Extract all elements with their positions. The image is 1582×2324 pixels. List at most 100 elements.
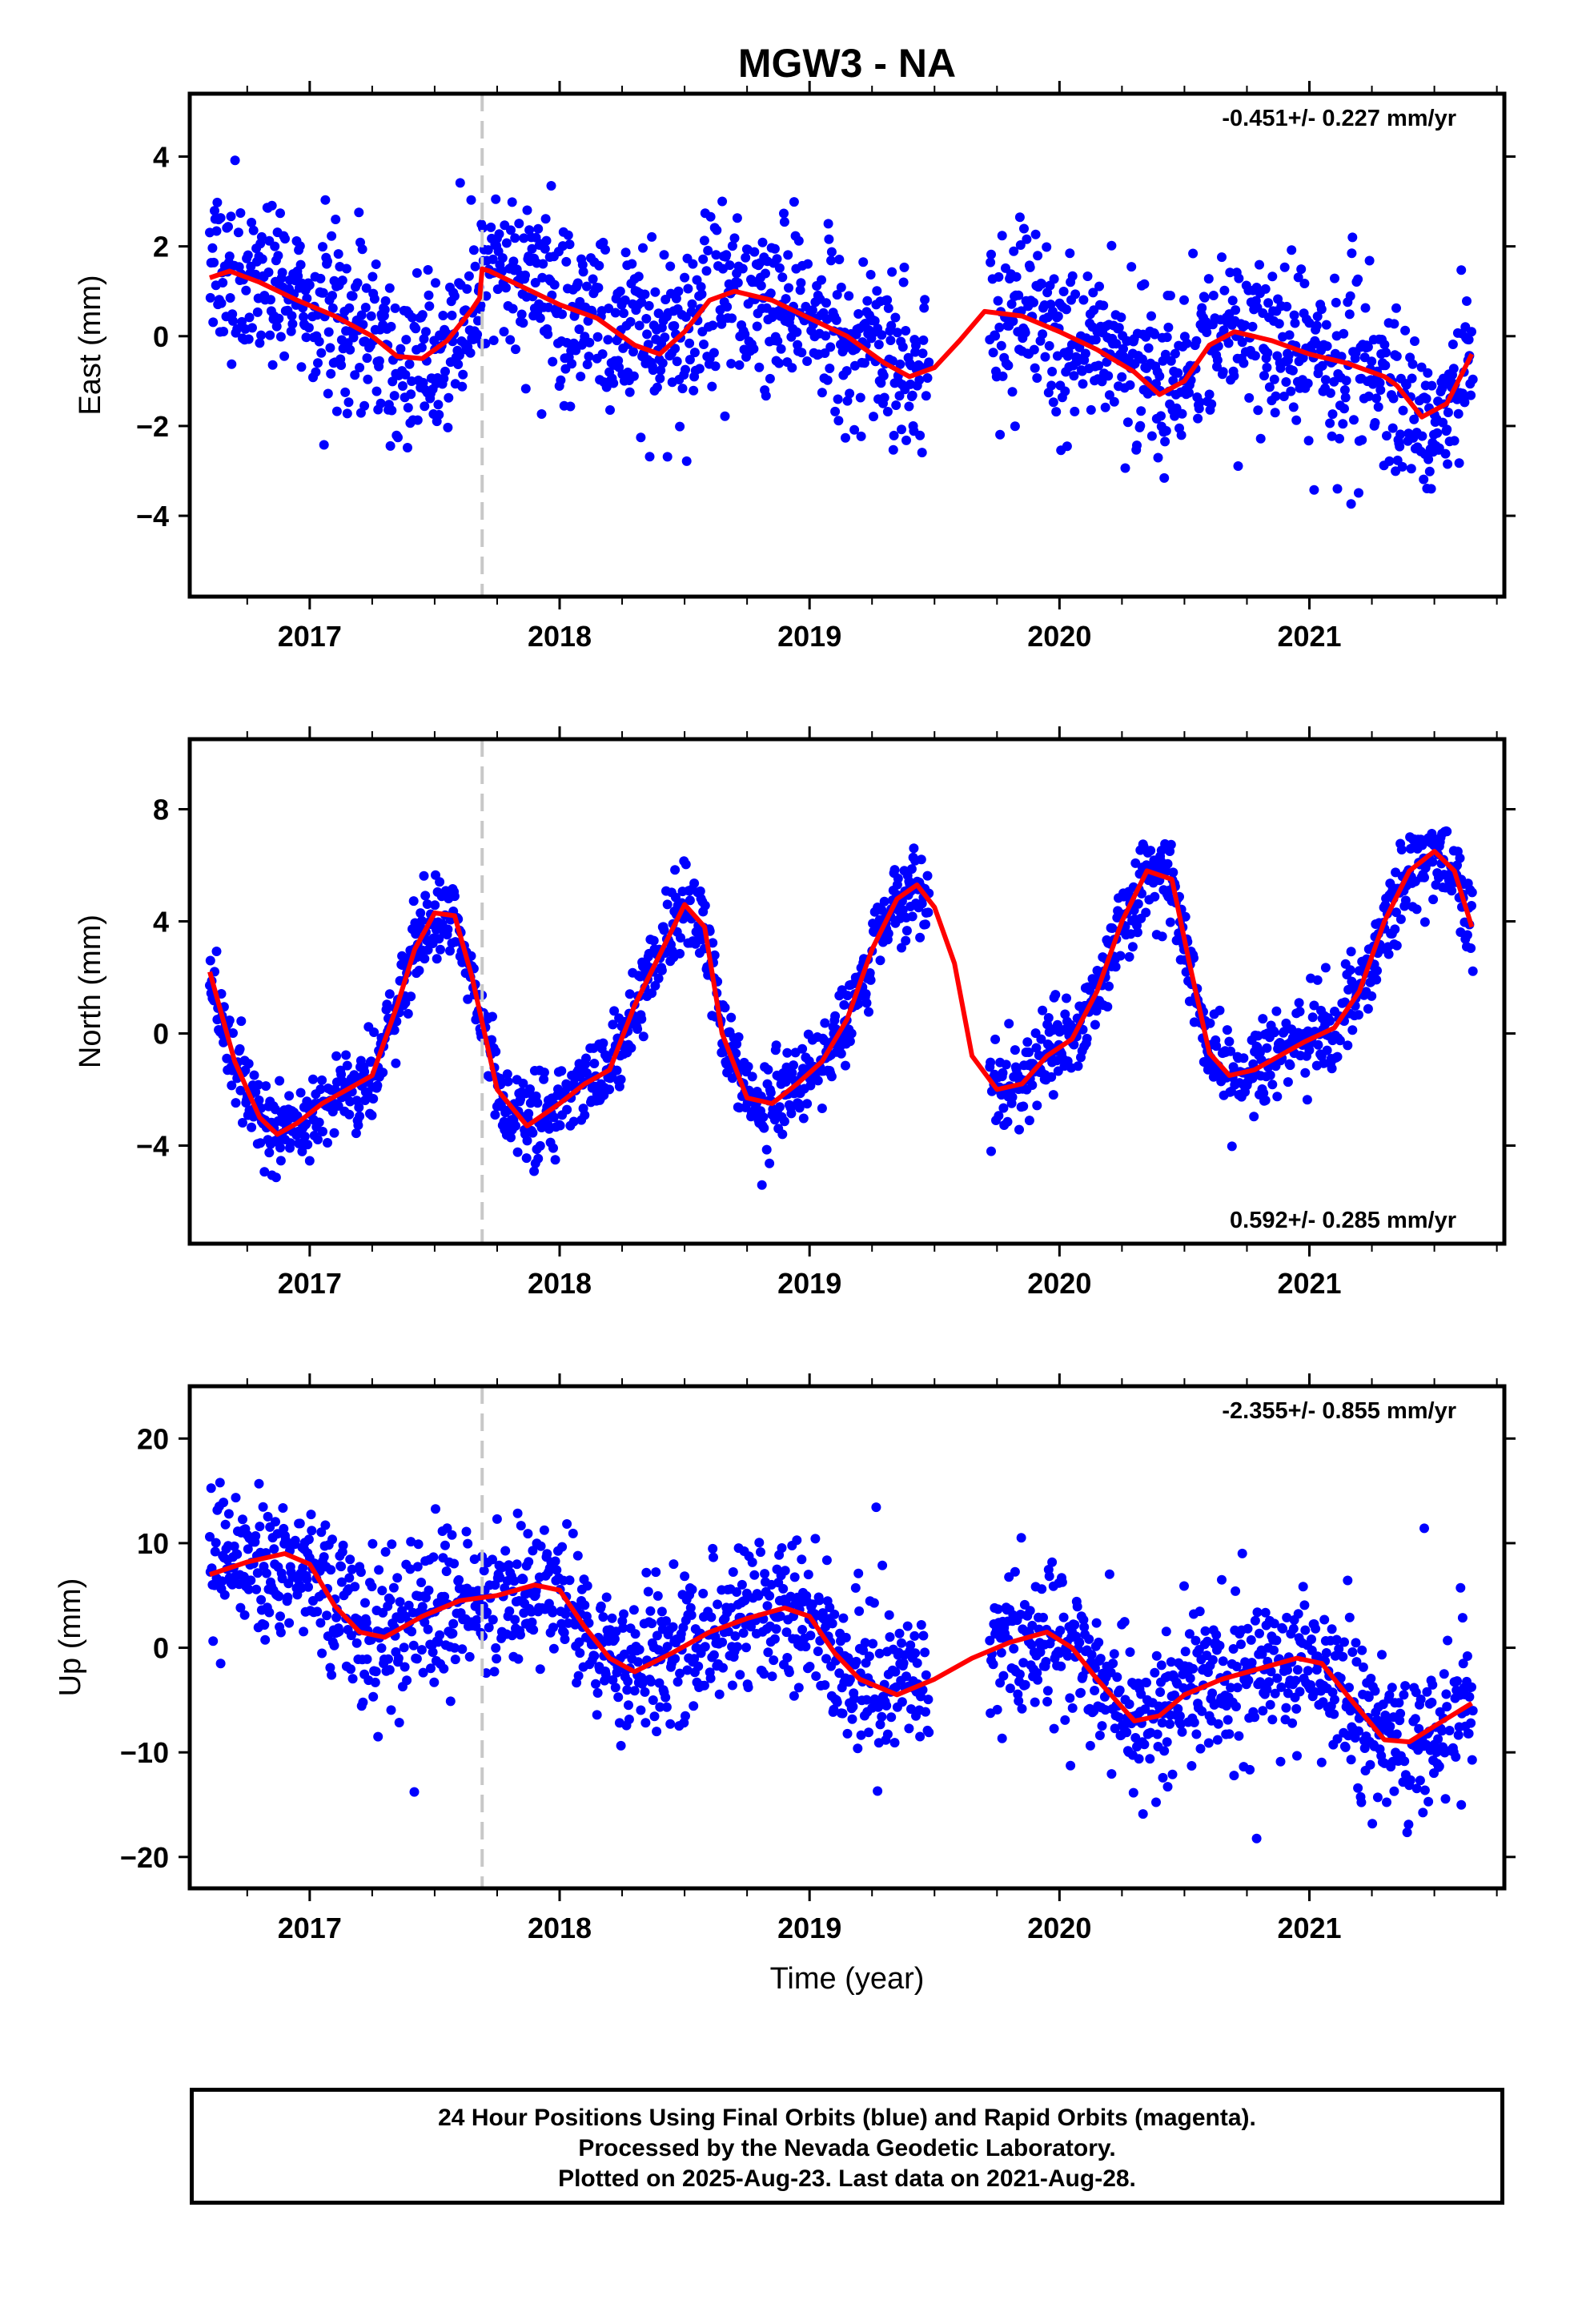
x-tick-label: 2020 — [1027, 1267, 1091, 1300]
up-point — [727, 1680, 737, 1691]
east-point — [225, 293, 235, 303]
east-point — [1234, 273, 1244, 283]
north-point — [1419, 872, 1429, 883]
up-point — [1394, 1698, 1404, 1708]
up-point — [988, 1659, 998, 1670]
east-point — [887, 267, 897, 277]
up-point — [699, 1680, 709, 1691]
east-point — [1122, 417, 1133, 428]
east-point — [694, 364, 705, 374]
east-point — [1020, 328, 1030, 338]
east-point — [986, 249, 996, 259]
north-x-axis: 2017 2018 2019 2020 2021 — [246, 726, 1498, 1300]
east-point — [424, 290, 434, 300]
north-point — [303, 1140, 313, 1150]
north-point — [1157, 931, 1167, 942]
up-point — [1246, 1634, 1256, 1645]
up-point — [759, 1669, 769, 1679]
north-point — [317, 1075, 327, 1085]
east-point — [1311, 339, 1321, 349]
east-point — [1407, 373, 1417, 384]
up-point — [756, 1547, 765, 1558]
up-point — [1292, 1751, 1302, 1761]
north-point — [555, 1120, 565, 1131]
east-point — [836, 282, 846, 292]
east-point — [511, 344, 520, 355]
east-point — [327, 231, 337, 241]
east-point — [1137, 354, 1147, 364]
up-point — [881, 1700, 892, 1711]
up-point — [219, 1498, 229, 1508]
north-point — [1285, 1060, 1295, 1071]
north-point — [709, 950, 720, 960]
east-point — [1468, 374, 1478, 384]
east-point — [619, 308, 628, 319]
up-point — [516, 1630, 525, 1640]
north-point — [915, 932, 926, 943]
north-point — [1283, 1077, 1293, 1088]
east-point — [822, 375, 833, 385]
up-point — [582, 1581, 592, 1591]
up-point — [698, 1588, 709, 1598]
up-point — [461, 1526, 472, 1537]
east-point — [481, 291, 492, 301]
north-point — [638, 1031, 648, 1042]
north-point — [820, 1018, 830, 1028]
up-point — [618, 1622, 628, 1633]
up-point — [1358, 1662, 1368, 1672]
east-point — [1330, 273, 1339, 283]
east-point — [299, 312, 309, 322]
up-point — [211, 1538, 221, 1548]
east-point — [358, 320, 368, 330]
x-tick-label: 2019 — [777, 1267, 841, 1300]
up-point — [492, 1514, 502, 1524]
up-point — [1300, 1625, 1311, 1635]
up-point — [1017, 1703, 1027, 1714]
north-point — [889, 865, 900, 875]
up-point — [416, 1578, 427, 1587]
north-point — [443, 924, 453, 935]
east-point — [1090, 335, 1101, 345]
north-point — [254, 1095, 264, 1105]
east-point — [921, 391, 931, 401]
north-point — [308, 1074, 318, 1084]
east-point — [478, 223, 488, 233]
up-point — [780, 1566, 790, 1576]
north-point — [435, 877, 445, 887]
east-point — [1291, 415, 1302, 425]
up-point — [868, 1638, 878, 1649]
east-point — [326, 368, 336, 379]
east-point — [492, 284, 503, 295]
up-point — [1094, 1731, 1105, 1740]
up-point — [1439, 1669, 1449, 1679]
east-point — [779, 208, 789, 219]
up-point — [705, 1673, 716, 1683]
north-point — [609, 1006, 620, 1016]
east-point — [1070, 406, 1080, 416]
east-point — [1029, 344, 1039, 355]
up-point — [1255, 1628, 1264, 1638]
east-point — [1195, 397, 1205, 408]
up-point — [1084, 1634, 1094, 1644]
up-point — [500, 1546, 511, 1556]
north-point — [774, 1102, 785, 1112]
north-point — [224, 1015, 235, 1026]
up-point — [429, 1677, 440, 1687]
up-point — [1258, 1706, 1268, 1716]
east-point — [1387, 423, 1398, 433]
up-point — [875, 1719, 885, 1730]
east-point — [584, 337, 595, 348]
up-point — [560, 1609, 571, 1619]
up-point — [1134, 1754, 1144, 1764]
east-point — [387, 376, 398, 387]
east-point — [774, 358, 785, 368]
north-point — [1272, 1092, 1283, 1102]
east-point — [404, 359, 415, 369]
east-point — [1288, 402, 1299, 412]
up-point — [848, 1702, 858, 1712]
east-point — [1103, 371, 1114, 381]
east-point — [408, 312, 417, 323]
up-point — [1377, 1650, 1387, 1660]
east-point — [313, 358, 323, 368]
up-point — [1423, 1796, 1434, 1807]
